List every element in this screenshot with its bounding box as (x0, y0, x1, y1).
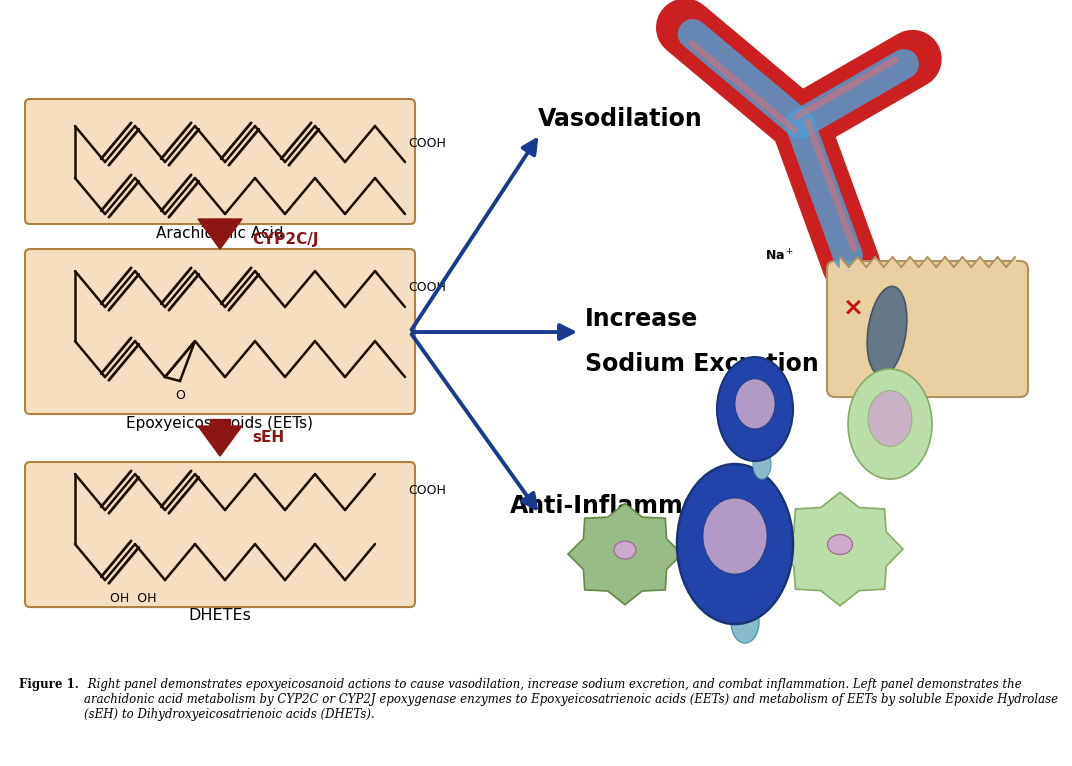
Text: CYP2C/J: CYP2C/J (252, 231, 318, 247)
Ellipse shape (828, 535, 852, 555)
Text: DHETEs: DHETEs (189, 608, 252, 623)
Ellipse shape (753, 449, 771, 479)
Ellipse shape (848, 369, 932, 479)
Ellipse shape (717, 357, 793, 461)
Text: O: O (175, 389, 185, 402)
Polygon shape (210, 419, 230, 426)
Ellipse shape (867, 286, 907, 375)
Ellipse shape (703, 498, 766, 574)
Polygon shape (198, 219, 242, 249)
FancyBboxPatch shape (25, 249, 415, 414)
Ellipse shape (731, 601, 759, 643)
Text: Sodium Excretion: Sodium Excretion (585, 352, 819, 376)
Polygon shape (210, 219, 230, 229)
Ellipse shape (735, 379, 775, 429)
Ellipse shape (678, 464, 793, 624)
Text: Epoxyeicosanoids (EETs): Epoxyeicosanoids (EETs) (126, 416, 313, 431)
Text: Na$^+$: Na$^+$ (765, 249, 794, 264)
Text: OH  OH: OH OH (110, 592, 157, 605)
Text: Right panel demonstrates epoxyeicosanoid actions to cause vasodilation, increase: Right panel demonstrates epoxyeicosanoid… (85, 679, 1058, 722)
Text: Anti-Inflammatory: Anti-Inflammatory (510, 494, 754, 518)
Polygon shape (198, 426, 242, 456)
FancyBboxPatch shape (827, 261, 1028, 397)
Polygon shape (568, 503, 682, 604)
Ellipse shape (614, 541, 636, 559)
Text: COOH: COOH (408, 280, 446, 293)
Text: Arachidonic Acid: Arachidonic Acid (157, 226, 284, 241)
Text: COOH: COOH (408, 136, 446, 149)
Text: COOH: COOH (408, 483, 446, 496)
Ellipse shape (868, 391, 912, 447)
Text: sEH: sEH (252, 430, 284, 445)
Text: Figure 1.: Figure 1. (19, 679, 79, 692)
Text: Vasodilation: Vasodilation (538, 107, 703, 131)
FancyBboxPatch shape (25, 462, 415, 607)
Polygon shape (777, 493, 903, 606)
Text: Increase: Increase (585, 307, 698, 331)
Text: ×: × (843, 295, 864, 319)
FancyBboxPatch shape (25, 99, 415, 224)
